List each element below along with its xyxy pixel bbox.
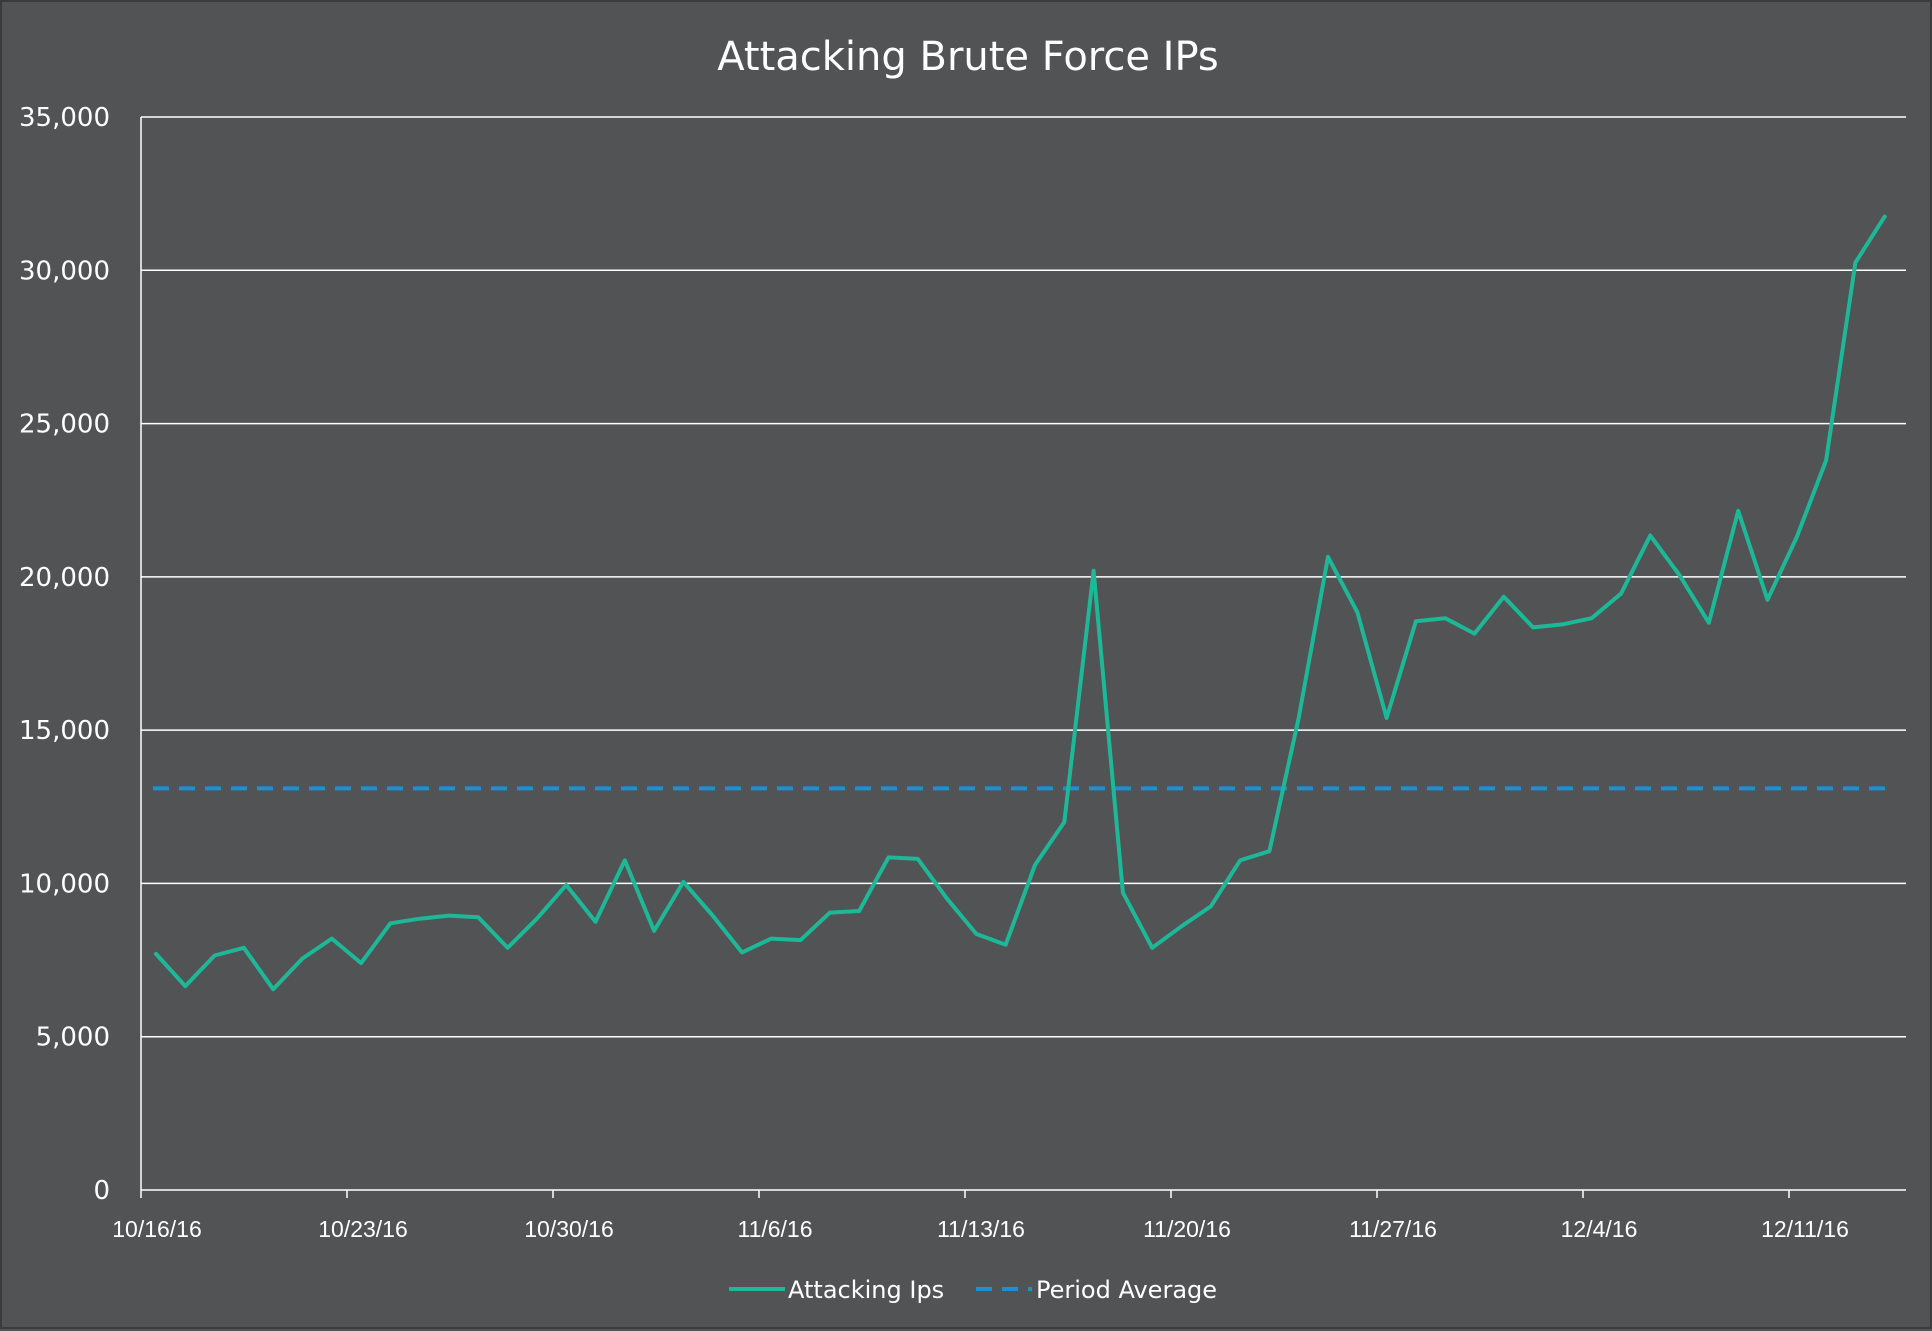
- data-point-24: [857, 909, 861, 913]
- data-point-42: [1385, 716, 1389, 720]
- series-layer: [153, 214, 1888, 992]
- x-tick-label-8: 12/11/16: [1761, 1216, 1849, 1242]
- data-point-58: [1853, 261, 1857, 265]
- data-point-47: [1531, 625, 1535, 629]
- legend-label-attacking-ips: Attacking Ips: [788, 1276, 944, 1304]
- x-tick-label-3: 11/6/16: [737, 1216, 812, 1242]
- data-point-45: [1473, 632, 1477, 636]
- data-point-28: [974, 932, 978, 936]
- legend: Attacking Ips Period Average: [729, 1276, 1217, 1304]
- data-point-33: [1121, 891, 1125, 895]
- data-point-44: [1443, 616, 1447, 620]
- data-point-34: [1150, 946, 1154, 950]
- data-point-26: [916, 857, 920, 861]
- data-point-35: [1180, 924, 1184, 928]
- data-point-0: [154, 952, 158, 956]
- y-tick-label-30000: 30,000: [19, 256, 110, 286]
- y-tick-label-5000: 5,000: [36, 1023, 110, 1053]
- x-tick-label-5: 11/20/16: [1143, 1216, 1231, 1242]
- data-point-9: [418, 917, 422, 921]
- y-tick-label-10000: 10,000: [19, 869, 110, 899]
- data-point-40: [1326, 555, 1330, 559]
- data-point-59: [1883, 215, 1887, 219]
- data-point-14: [564, 883, 568, 887]
- data-point-18: [681, 880, 685, 884]
- data-point-23: [828, 911, 832, 915]
- data-point-41: [1355, 610, 1359, 614]
- axes: 0 5,000 10,000 15,000 20,000 25,000 30,000 35,0…: [19, 103, 1906, 1242]
- data-point-6: [330, 937, 334, 941]
- data-point-2: [213, 953, 217, 957]
- data-point-56: [1795, 535, 1799, 539]
- data-point-7: [359, 961, 363, 965]
- data-point-10: [447, 914, 451, 918]
- data-point-15: [594, 920, 598, 924]
- data-point-51: [1648, 533, 1652, 537]
- x-tick-label-7: 12/4/16: [1561, 1216, 1638, 1242]
- data-point-21: [769, 937, 773, 941]
- data-point-19: [711, 914, 715, 918]
- data-point-4: [271, 987, 275, 991]
- data-point-1: [183, 984, 187, 988]
- data-point-3: [242, 946, 246, 950]
- x-tick-label-4: 11/13/16: [937, 1216, 1025, 1242]
- x-tick-label-6: 11/27/16: [1349, 1216, 1437, 1242]
- y-tick-label-20000: 20,000: [19, 563, 110, 593]
- data-point-32: [1092, 569, 1096, 573]
- data-point-11: [476, 915, 480, 919]
- data-point-46: [1502, 595, 1506, 599]
- data-point-25: [887, 855, 891, 859]
- y-tick-label-35000: 35,000: [19, 103, 110, 133]
- data-point-52: [1678, 573, 1682, 577]
- gridlines: [141, 116, 1906, 1038]
- data-point-13: [535, 917, 539, 921]
- data-point-17: [652, 929, 656, 933]
- data-point-49: [1590, 616, 1594, 620]
- y-tick-label-25000: 25,000: [19, 410, 110, 440]
- data-point-57: [1824, 458, 1828, 462]
- data-point-53: [1707, 621, 1711, 625]
- data-point-20: [740, 950, 744, 954]
- data-point-29: [1004, 943, 1008, 947]
- data-point-27: [945, 897, 949, 901]
- data-point-8: [388, 921, 392, 925]
- data-point-38: [1267, 849, 1271, 853]
- data-point-39: [1297, 716, 1301, 720]
- legend-label-period-average: Period Average: [1036, 1276, 1217, 1304]
- data-point-37: [1238, 858, 1242, 862]
- data-point-43: [1414, 619, 1418, 623]
- y-tick-label-15000: 15,000: [19, 716, 110, 746]
- y-tick-label-0: 0: [93, 1176, 110, 1206]
- data-point-12: [506, 946, 510, 950]
- data-point-31: [1062, 820, 1066, 824]
- data-point-55: [1766, 598, 1770, 602]
- data-point-48: [1560, 622, 1564, 626]
- data-point-22: [799, 938, 803, 942]
- x-tick-label-1: 10/23/16: [318, 1216, 408, 1242]
- data-point-5: [301, 957, 305, 961]
- data-point-36: [1209, 904, 1213, 908]
- data-point-50: [1619, 592, 1623, 596]
- x-tick-label-0: 10/16/16: [112, 1216, 202, 1242]
- data-point-16: [623, 858, 627, 862]
- chart-title: Attacking Brute Force IPs: [717, 34, 1219, 80]
- data-point-30: [1033, 863, 1037, 867]
- x-tick-label-2: 10/30/16: [524, 1216, 614, 1242]
- series-line-attacking-ips: [154, 214, 1887, 992]
- data-point-54: [1736, 509, 1740, 513]
